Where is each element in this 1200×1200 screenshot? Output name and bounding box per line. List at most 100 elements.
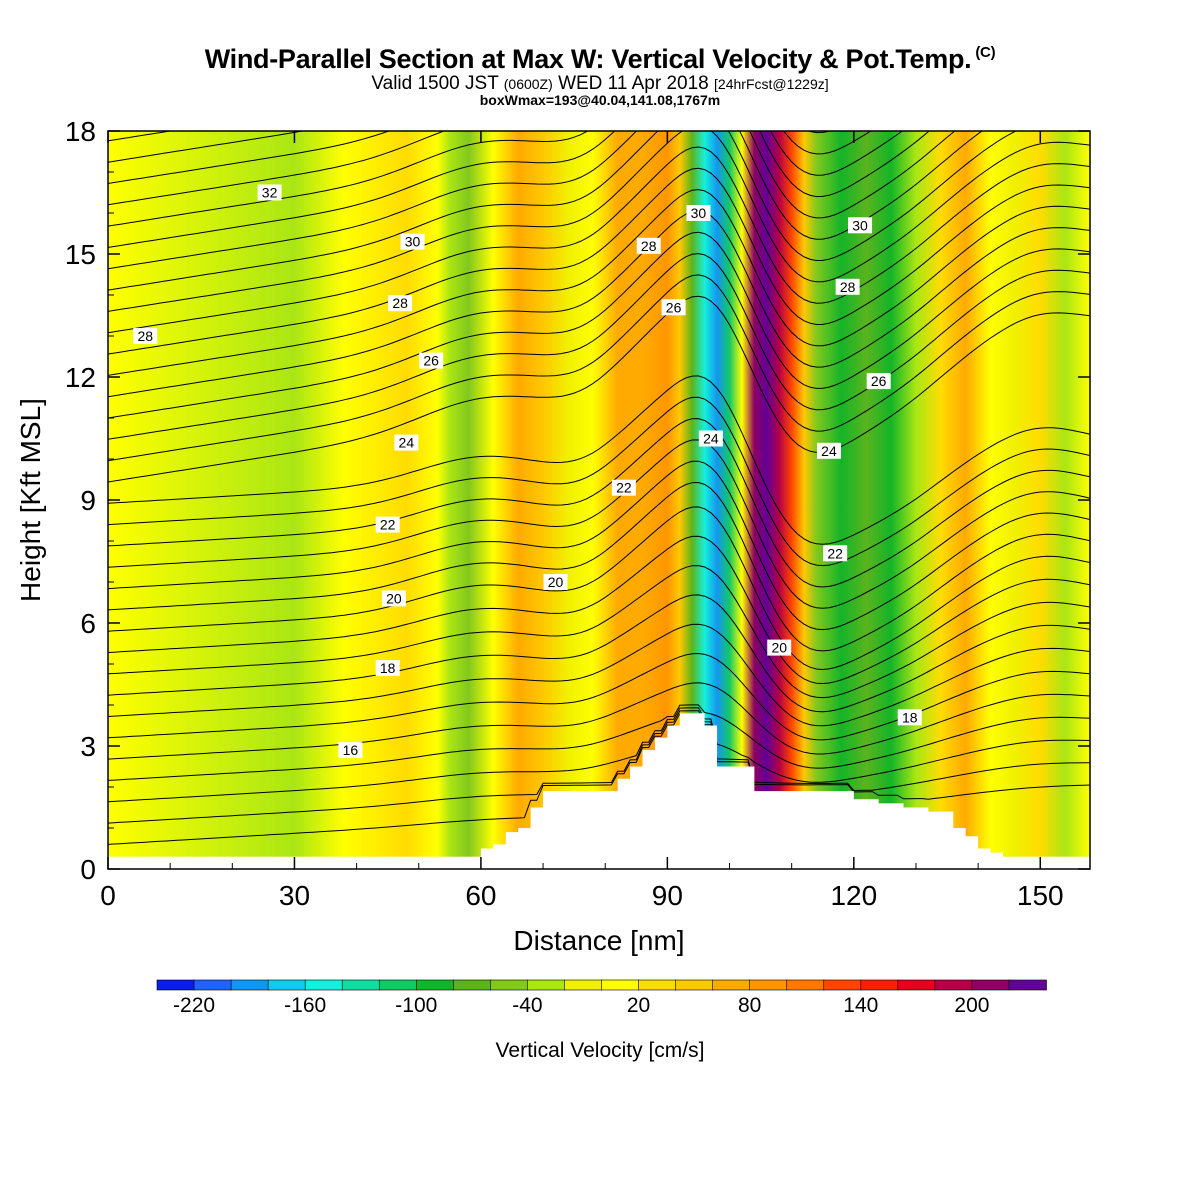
colorbar-swatch [675, 979, 714, 991]
isentrope-label-bg [816, 442, 841, 459]
isentrope-label-bg [543, 574, 568, 590]
isentrope-line [108, 146, 1090, 334]
colorbar-swatch [415, 979, 455, 991]
colorbar-tick-label: -220 [173, 994, 215, 1017]
isentrope-label-bg [611, 479, 636, 496]
isentrope-label-bg [257, 184, 282, 201]
isentrope-label-bg [375, 516, 400, 533]
isentrope-label: 32 [262, 185, 278, 201]
isentrope-line [108, 131, 1090, 312]
isentrope-line [108, 713, 1090, 845]
isentrope-label-bg [636, 237, 661, 254]
colorbar-swatch [601, 979, 640, 991]
isentrope-line [108, 253, 1090, 440]
isentrope-line [108, 131, 872, 184]
colorbar-swatch [490, 979, 529, 991]
isentrope-line [108, 565, 1090, 699]
colorbar-swatch [267, 979, 306, 991]
isentrope-line [108, 506, 1090, 671]
x-axis-ticks: 0 30 60 90 120 150 [100, 131, 1064, 911]
isentrope-label: 18 [380, 660, 396, 676]
isentrope-label: 20 [771, 640, 787, 656]
velocity-field [108, 131, 1090, 869]
forecast-info: [24hrFcst@1229z] [714, 76, 829, 92]
isentrope-label: 22 [827, 545, 843, 561]
isentrope-line [108, 295, 1090, 483]
colorbar-swatch [860, 979, 899, 991]
isentrope-line [108, 418, 1090, 588]
isentrope-label: 28 [138, 328, 154, 344]
colorbar-swatch [786, 979, 825, 991]
colorbar-swatch [193, 979, 232, 991]
colorbar-swatch [897, 979, 936, 991]
isentrope-label: 18 [902, 709, 918, 725]
isentrope-label: 30 [852, 217, 868, 233]
colorbar-tick-label: 140 [843, 994, 878, 1017]
isentrope-label: 28 [641, 238, 657, 254]
isentrope-label-bg [848, 217, 873, 234]
x-tick-label: 60 [465, 880, 496, 911]
isentrope-line [108, 710, 1090, 824]
colorbar-swatch [156, 979, 195, 991]
box-wmax-info: boxWmax=193@40.04,141.08,1767m [479, 92, 721, 108]
isentrope-line [108, 210, 1090, 398]
colorbar-swatch [638, 979, 677, 991]
isentrope-label: 24 [399, 435, 415, 451]
colorbar-swatch [341, 979, 381, 991]
colorbar-swatch [823, 979, 862, 991]
chart-title-text: Wind-Parallel Section at Max W: Vertical… [204, 44, 972, 74]
isentrope-label: 30 [405, 234, 421, 250]
isentrope-line [108, 131, 903, 206]
isentrope-label: 24 [821, 443, 837, 459]
isentrope-label-bg [338, 742, 363, 759]
colorbar-swatch [1008, 979, 1047, 991]
y-axis-ticks: 0 3 6 9 12 15 18 [65, 116, 1090, 885]
colorbar-swatch [749, 979, 788, 991]
isentrope-label: 22 [380, 517, 396, 533]
isentrope-label: 24 [703, 431, 719, 447]
isentrope-label-bg [400, 233, 425, 250]
y-tick-label: 9 [80, 485, 96, 516]
colorbar-tick-label: 200 [954, 994, 989, 1017]
colorbar-tick-label: 80 [738, 994, 761, 1017]
isentrope-label-bg [823, 545, 848, 562]
x-tick-label: 120 [830, 880, 877, 911]
isentrope-label: 26 [423, 353, 439, 369]
isentrope-line [108, 375, 1090, 545]
isentrope-lines [108, 0, 1090, 845]
isentrope-line [108, 535, 1090, 685]
colorbar-tick-label: -40 [512, 994, 542, 1017]
isentrope-label-bg [698, 430, 723, 447]
isentrope-line [108, 131, 1018, 291]
ground-strip [108, 856, 1090, 869]
chart-title: Wind-Parallel Section at Max W: Vertical… [0, 44, 1200, 75]
isentrope-line [108, 0, 1090, 120]
x-axis-label: Distance [nm] [513, 925, 684, 956]
isentrope-line [108, 131, 983, 270]
isentrope-label-bg [419, 352, 444, 369]
isentrope-label-bg [388, 295, 413, 312]
isentrope-label-bg [835, 278, 860, 295]
isentrope-line [108, 131, 956, 248]
isentrope-line [108, 131, 832, 163]
isentrope-line [108, 623, 1090, 727]
isentrope-label: 20 [386, 590, 402, 606]
isentrope-label: 16 [343, 742, 359, 758]
y-tick-label: 12 [65, 362, 96, 393]
y-axis-label: Height [Kft MSL] [15, 398, 46, 602]
y-tick-label: 0 [80, 854, 96, 885]
isentrope-label: 22 [616, 480, 632, 496]
isentrope-line [108, 231, 1090, 419]
isentrope-line [108, 439, 1090, 609]
isentrope-label-bg [381, 590, 406, 607]
isentrope-label: 30 [691, 205, 707, 221]
colorbar-tick-label: -100 [395, 994, 437, 1017]
isentrope-line [108, 396, 1090, 567]
y-tick-label: 15 [65, 239, 96, 270]
colorbar-swatch [971, 979, 1010, 991]
isentrope-label-bg [133, 328, 158, 344]
isentrope-line [108, 704, 1090, 781]
x-tick-label: 150 [1017, 880, 1064, 911]
isentrope-line [108, 682, 1090, 760]
